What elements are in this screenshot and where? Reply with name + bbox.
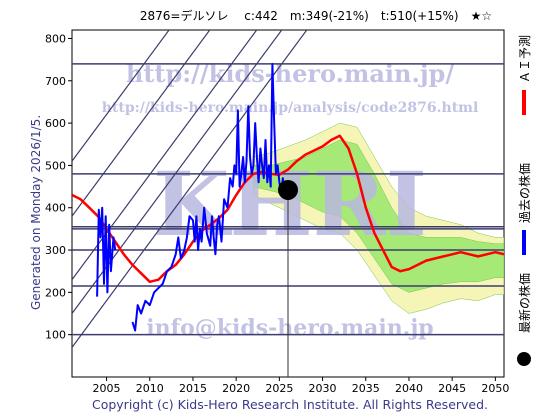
series-group — [72, 62, 504, 332]
series-line-ai-forecast — [72, 134, 504, 284]
legend-swatch — [517, 352, 531, 366]
generated-note: Generated on Monday 2026/1/5. — [29, 115, 43, 310]
y-tick-label: 800 — [45, 32, 66, 45]
x-tick-label: 2025 — [265, 382, 293, 395]
x-tick-label: 2040 — [395, 382, 423, 395]
trend-line — [72, 30, 170, 162]
watermark-analysis-url: http://kids-hero.main.jp/analysis/code28… — [102, 100, 479, 116]
y-tick-label: 700 — [45, 75, 66, 88]
forecast-bands — [253, 122, 504, 314]
x-tick-label: 2015 — [179, 382, 207, 395]
plot-area: KHRI http://kids-hero.main.jp/ http://ki… — [72, 30, 504, 377]
x-tick-label: 2005 — [93, 382, 121, 395]
trend-line — [72, 30, 258, 281]
legend-label: 過去の株価 — [517, 163, 532, 223]
x-tick-label: 2035 — [352, 382, 380, 395]
y-tick-label: 100 — [45, 329, 66, 342]
trend-line — [72, 30, 283, 314]
band-inner — [253, 139, 504, 293]
trend-line — [72, 30, 211, 217]
legend-label: 最新の株価 — [517, 273, 532, 333]
trend-lines — [72, 30, 308, 348]
x-tick-label: 2010 — [136, 382, 164, 395]
chart-title: 2876=デルソレ c:442 m:349(-21%) t:510(+15%) … — [140, 8, 492, 23]
y-tick-label: 200 — [45, 286, 66, 299]
y-tick-label: 400 — [45, 202, 66, 215]
y-tick-label: 600 — [45, 117, 66, 130]
x-axis: 2005 2010 2015 2020 2025 2030 2035 2040 2045 2050 — [93, 377, 509, 395]
watermark-email: info@kids-hero.main.jp — [146, 315, 433, 341]
y-axis: 100 200 300 400 500 600 700 800 — [45, 32, 72, 342]
x-tick-label: 2030 — [309, 382, 337, 395]
copyright-text: Copyright (c) Kids-Hero Research Institu… — [92, 397, 488, 412]
y-tick-label: 300 — [45, 244, 66, 257]
series-line-past-price — [96, 62, 289, 332]
x-tick-label: 2045 — [438, 382, 466, 395]
latest-price-point — [278, 179, 298, 200]
latest-group — [278, 179, 298, 377]
y-tick-label: 500 — [45, 159, 66, 172]
legend-label: ＡＩ予測 — [518, 35, 532, 83]
x-tick-label: 2050 — [481, 382, 509, 395]
trend-line — [72, 30, 308, 348]
x-tick-label: 2020 — [222, 382, 250, 395]
